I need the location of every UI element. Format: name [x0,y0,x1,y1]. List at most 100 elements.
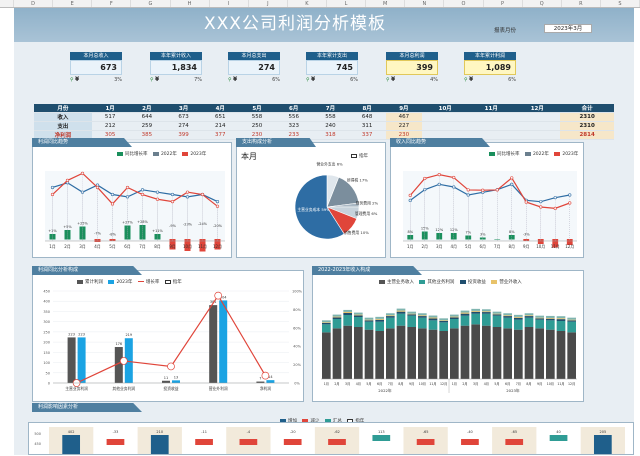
stacked-bar [546,320,555,330]
column-header[interactable]: Q [523,0,562,7]
column-header[interactable]: O [444,0,484,7]
series-point [481,188,485,192]
x-tick-label: 4月 [356,382,361,386]
page-title: XXX公司利润分析模板 [204,14,386,34]
bar-cap [375,316,384,319]
column-header[interactable]: P [484,0,523,7]
x-tick-label: 2月 [334,382,339,386]
table-row: 收入 517 644 673 651 558 556 558 648 467 2310 [34,112,614,122]
kpi-value: 1,089 [485,63,511,72]
kpi-value-box: ¥745 [306,60,358,83]
profit-trend-panel: 利润同比趋势 同比增长率 2022年 2023年 +1% +5% +25% -7% -8… [32,138,232,258]
stacked-bar [407,313,416,315]
column-header[interactable]: L [327,0,367,7]
kpi-pct: 6% [508,77,516,83]
plot-area [403,171,577,241]
column-header-cell: 6月 [275,104,313,113]
y2-tick-label: 0% [294,382,300,386]
column-header[interactable] [0,0,14,7]
x-tick-label: 1月 [407,244,414,249]
kpi-value-box: ¥274 [228,60,280,83]
table-cell: 467 [385,112,423,122]
column-header[interactable]: K [288,0,327,7]
column-header[interactable]: H [171,0,210,7]
kpi-card: 本年累计利润 ¥1,089 ⚲ 6% [464,52,516,83]
column-header[interactable]: R [562,0,601,7]
x-tick-label: 7月 [388,382,393,386]
stacked-bar [354,317,363,327]
column-header[interactable]: I [210,0,249,7]
table-cell [468,130,515,140]
stacked-bar [460,312,470,314]
x-tick-label: 4月 [94,244,101,249]
bar-cap [450,314,459,317]
stacked-bar [343,311,352,313]
bar [77,337,86,383]
data-label: -33 [113,430,119,434]
series-point [553,206,557,210]
column-header[interactable]: D [14,0,54,7]
table-cell: 2310 [560,112,614,122]
y-tick-label: 200 [43,341,50,345]
column-header-cell: 7月 [312,104,349,113]
column-header[interactable]: S [601,0,640,7]
bar-cap [322,320,331,323]
stacked-bar [375,321,384,331]
bar-label: -23% [183,223,193,227]
kpi-label: 本年累计利润 [464,52,516,60]
pie-label: 销售费用 10% [344,230,369,235]
kpi-value: 399 [416,63,433,72]
table-cell: 311 [348,121,386,131]
data-label: -20 [290,430,296,434]
profit-composition-panel: 利润同比分析构成 累计利润 2023年 增长率 指年 0 50 100 150 200 2… [32,266,304,402]
year-toggle[interactable]: 指年 [347,153,368,159]
x-tick-label: 6月 [377,382,382,386]
column-header[interactable]: N [405,0,445,7]
data-label: 13 [174,375,178,379]
kpi-footer: ⚲ 3% [70,77,122,83]
y2-tick-label: 100% [292,290,303,294]
kpi-card: 本月总支出 ¥274 ⚲ 6% [228,52,280,83]
report-month-dropdown[interactable]: 2023年3月 [544,24,592,33]
bar-label: -8% [109,233,116,237]
x-tick-label: 投资收益 [163,386,178,391]
bar-cap [343,309,352,312]
stacked-bar [375,318,384,320]
currency-symbol: ¥ [75,76,80,83]
legend-item: 指年 [355,419,364,424]
column-header[interactable]: F [92,0,132,7]
column-header[interactable]: M [366,0,406,7]
x-tick-label: 8月 [526,382,531,386]
waterfall-bar [416,439,435,445]
legend-item: 2022年 [160,152,177,157]
stacked-bar [567,332,576,379]
stacked-bar [567,319,576,321]
stacked-bar [492,313,502,315]
kpi-card: 本年累计收入 ¥1,834 ⚲ 7% [150,52,202,83]
stacked-bar [556,321,566,331]
y-tick-label: 450 [34,442,41,446]
stacked-bar [535,328,544,379]
growth-bar [566,239,573,245]
table-cell: 651 [201,112,239,122]
column-header[interactable]: J [249,0,288,7]
growth-point [119,357,128,365]
column-header-cell: 3月 [165,104,202,113]
column-header[interactable]: G [131,0,171,7]
stacked-bar [364,319,374,321]
data-label: -4 [247,430,251,434]
stacked-bar [535,319,544,329]
series-point [215,204,220,208]
stacked-bar [364,320,374,322]
column-header[interactable]: E [53,0,93,7]
table-cell: 240 [312,121,349,131]
data-label: -40 [467,430,473,434]
table-cell: 2310 [560,121,614,131]
x-tick-label: 7月 [139,244,146,249]
stacked-bar [428,318,438,321]
expense-pie-chart: 营业外支出 6% 所得税 17% 财务费用 2% 管理费用 6% 销售费用 10% 主营业… [294,162,379,240]
legend-item: 汇总 [333,419,342,424]
stacked-bar [439,320,448,321]
data-label: -62 [334,430,340,434]
bar-cap [556,316,566,319]
